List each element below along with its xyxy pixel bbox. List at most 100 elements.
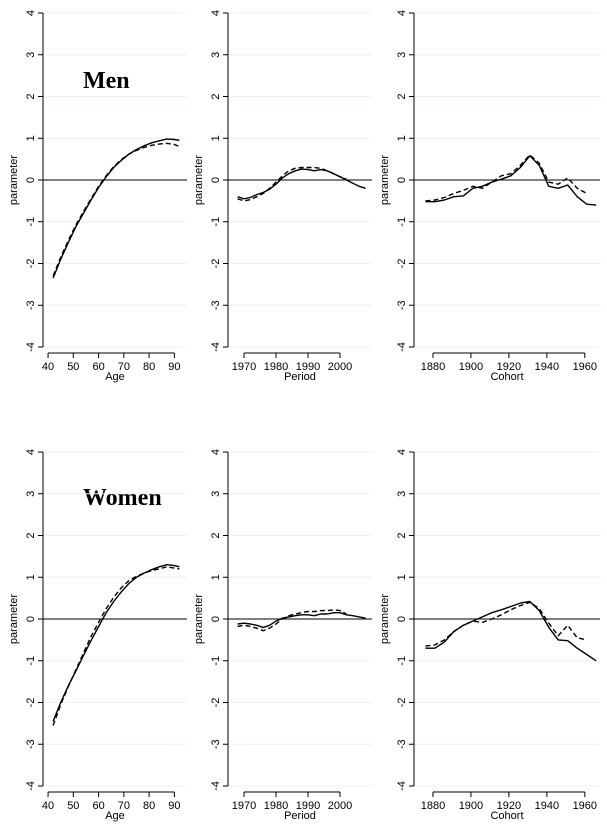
x-tick-label: 1980	[264, 800, 288, 812]
y-tick-label: 1	[210, 574, 222, 580]
y-axis-label: parameter	[379, 594, 391, 644]
x-tick-label: 60	[92, 800, 104, 812]
y-tick-label: 3	[210, 491, 222, 497]
x-tick-label: 1940	[535, 361, 559, 373]
x-tick-label: 40	[42, 800, 54, 812]
x-tick-label: 90	[168, 800, 180, 812]
y-axis-label: parameter	[8, 155, 20, 205]
y-tick-label: -2	[25, 698, 37, 708]
x-tick-label: 1920	[497, 800, 521, 812]
y-tick-label: 0	[396, 616, 408, 622]
dashed-series-line	[52, 142, 180, 277]
y-tick-label: -1	[25, 656, 37, 666]
panel-women-period: -4 -3 -2 -1 0 1 2 3 4 parameter 1970 1980 1990 2000 Pe…	[193, 449, 372, 822]
women-title: Women	[83, 485, 162, 511]
x-axis-label: Age	[105, 371, 125, 383]
y-tick-label: 4	[25, 10, 37, 16]
y-tick-label: -1	[210, 217, 222, 227]
x-tick-label: 1960	[573, 800, 597, 812]
x-tick-label: 80	[143, 800, 155, 812]
x-axis-label: Age	[105, 810, 125, 822]
y-tick-label: -4	[210, 781, 222, 791]
dashed-series-line	[237, 609, 347, 632]
y-tick-label: 0	[210, 616, 222, 622]
y-tick-label: -3	[25, 300, 37, 310]
y-tick-label: -4	[396, 342, 408, 352]
y-tick-label: -1	[25, 217, 37, 227]
y-tick-label: -3	[396, 300, 408, 310]
y-tick-label: 2	[25, 532, 37, 538]
y-tick-label: -4	[396, 781, 408, 791]
y-tick-label: 0	[396, 177, 408, 183]
y-tick-label: 1	[25, 135, 37, 141]
panel-men-age: -4 -3 -2 -1 0 1 2 3 4 parameter 40 50 60 70 80 90 Age	[8, 10, 187, 383]
y-tick-label: -1	[396, 217, 408, 227]
x-tick-label: 1990	[296, 361, 320, 373]
y-tick-label: 0	[210, 177, 222, 183]
y-tick-label: -1	[210, 656, 222, 666]
y-tick-label: -3	[210, 739, 222, 749]
y-tick-label: 2	[396, 93, 408, 99]
solid-series-line	[425, 155, 597, 206]
dashed-series-line	[425, 601, 587, 647]
y-tick-label: 3	[210, 52, 222, 58]
y-tick-label: 2	[210, 532, 222, 538]
x-tick-label: 1880	[421, 800, 445, 812]
y-tick-label: 4	[396, 449, 408, 455]
y-tick-label: -2	[396, 259, 408, 269]
y-tick-label: -4	[210, 342, 222, 352]
x-axis-label: Period	[284, 371, 316, 383]
dashed-series-line	[52, 566, 180, 726]
y-tick-label: -4	[25, 781, 37, 791]
x-tick-label: 60	[92, 361, 104, 373]
men-title: Men	[83, 68, 130, 94]
y-tick-label: 0	[25, 177, 37, 183]
y-tick-label: 4	[210, 10, 222, 16]
x-tick-label: 90	[168, 361, 180, 373]
y-tick-label: 1	[396, 135, 408, 141]
panel-women-cohort: -4 -3 -2 -1 0 1 2 3 4 parameter 1880 1900 1920 1940 19…	[379, 449, 600, 822]
x-tick-label: 1990	[296, 800, 320, 812]
y-tick-label: -4	[25, 342, 37, 352]
panel-men-period: -4 -3 -2 -1 0 1 2 3 4 parameter 1970 1980 1990 2000 Pe…	[193, 10, 372, 383]
x-axis-label: Cohort	[490, 371, 523, 383]
y-axis-label: parameter	[193, 155, 205, 205]
y-tick-label: 3	[396, 52, 408, 58]
y-tick-label: -2	[210, 259, 222, 269]
y-tick-label: 2	[25, 93, 37, 99]
y-axis-label: parameter	[193, 594, 205, 644]
x-tick-label: 70	[118, 361, 130, 373]
x-tick-label: 1900	[459, 361, 483, 373]
x-tick-label: 1980	[264, 361, 288, 373]
y-tick-label: 3	[396, 491, 408, 497]
panel-women-age: -4 -3 -2 -1 0 1 2 3 4 parameter 40 50 60 70 80 90 Age	[8, 449, 187, 822]
x-tick-label: 1960	[573, 361, 597, 373]
dashed-series-line	[425, 154, 588, 202]
y-tick-label: 4	[210, 449, 222, 455]
x-tick-label: 1970	[232, 361, 256, 373]
y-tick-label: 4	[25, 449, 37, 455]
x-tick-label: 2000	[328, 361, 352, 373]
y-tick-label: -1	[396, 656, 408, 666]
y-tick-label: 2	[396, 532, 408, 538]
x-tick-label: 1940	[535, 800, 559, 812]
x-tick-label: 1900	[459, 800, 483, 812]
y-tick-label: 4	[396, 10, 408, 16]
y-tick-label: 1	[210, 135, 222, 141]
y-tick-label: 3	[25, 491, 37, 497]
x-tick-label: 2000	[328, 800, 352, 812]
y-tick-label: 1	[25, 574, 37, 580]
panel-men-cohort: -4 -3 -2 -1 0 1 2 3 4 parameter 1880 1900 1920 1940 19…	[379, 10, 600, 383]
x-tick-label: 50	[67, 800, 79, 812]
y-tick-label: -2	[396, 698, 408, 708]
y-tick-label: 0	[25, 616, 37, 622]
x-tick-label: 50	[67, 361, 79, 373]
solid-series-line	[237, 612, 366, 629]
y-tick-label: -2	[25, 259, 37, 269]
y-axis-label: parameter	[8, 594, 20, 644]
x-tick-label: 1970	[232, 800, 256, 812]
y-tick-label: -3	[25, 739, 37, 749]
x-axis-label: Period	[284, 810, 316, 822]
